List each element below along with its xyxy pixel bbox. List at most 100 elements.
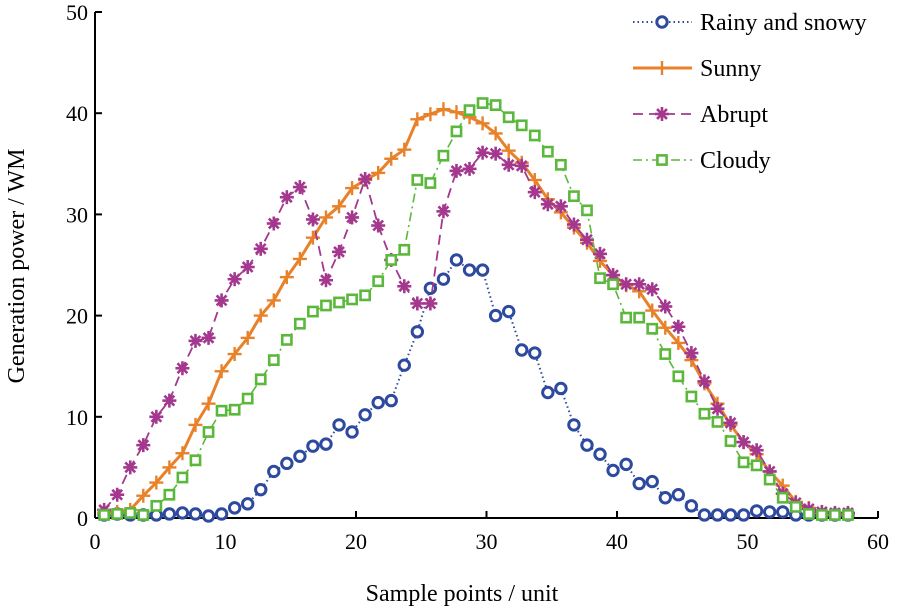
y-tick-label: 10: [66, 405, 88, 430]
data-point: [514, 158, 529, 173]
data-point: [763, 473, 776, 486]
data-point-stroke: [150, 410, 163, 423]
data-point-stroke: [633, 278, 646, 291]
data-point: [436, 204, 451, 219]
legend-item-rainy-and-snowy: Rainy and snowy: [633, 10, 867, 36]
data-point: [292, 180, 307, 195]
legend-label: Abrupt: [700, 102, 768, 128]
data-point: [124, 507, 137, 519]
y-tick-label: 20: [66, 304, 88, 329]
data-point: [201, 396, 216, 411]
legend-label: Rainy and snowy: [700, 10, 867, 36]
data-point: [266, 293, 281, 308]
data-point: [475, 263, 490, 277]
data-point: [110, 487, 125, 502]
data-point: [424, 177, 437, 189]
data-point: [489, 99, 502, 112]
data-point: [202, 426, 215, 438]
x-tick-label: 40: [606, 529, 628, 554]
data-point: [227, 501, 242, 515]
data-point: [579, 232, 594, 247]
x-axis-title: Sample points / unit: [366, 581, 559, 607]
data-point: [253, 241, 268, 256]
data-point: [188, 507, 203, 521]
data-point: [293, 317, 306, 330]
data-point-stroke: [737, 436, 750, 448]
data-point: [619, 277, 634, 292]
data-point-stroke: [124, 461, 137, 474]
data-point: [123, 460, 138, 475]
series-line-abrupt: [103, 151, 848, 514]
data-point: [163, 488, 176, 501]
data-point: [240, 260, 255, 275]
data-point: [345, 425, 359, 439]
data-point: [371, 218, 386, 233]
data-point: [150, 499, 163, 512]
data-point: [254, 482, 268, 497]
data-point: [655, 61, 669, 75]
data-point: [423, 296, 438, 311]
series-rainy-and-snowy: [97, 253, 855, 523]
data-point-stroke: [476, 146, 489, 159]
data-point: [541, 145, 554, 158]
data-point: [371, 165, 386, 180]
data-point: [736, 508, 751, 522]
data-point-stroke: [333, 245, 345, 258]
data-point: [842, 509, 854, 521]
data-point: [567, 418, 581, 432]
data-point: [568, 190, 580, 203]
data-point: [789, 500, 802, 513]
data-point: [527, 172, 542, 187]
data-point: [593, 447, 607, 461]
data-point: [306, 439, 320, 453]
data-point: [345, 210, 360, 225]
data-point: [346, 293, 358, 306]
data-point: [554, 158, 567, 171]
data-point-stroke: [659, 300, 672, 313]
data-point-stroke: [215, 294, 228, 307]
data-point: [201, 330, 216, 345]
data-point: [332, 199, 347, 214]
data-point-stroke: [398, 280, 411, 293]
data-point: [659, 348, 672, 360]
data-point-stroke: [372, 219, 385, 232]
data-point-stroke: [698, 375, 711, 388]
data-point: [266, 216, 281, 231]
data-point: [656, 154, 668, 166]
data-point: [697, 374, 712, 389]
data-point-stroke: [424, 297, 437, 310]
data-point: [606, 463, 620, 478]
data-point: [111, 508, 124, 520]
data-point-stroke: [241, 261, 254, 273]
data-point-stroke: [359, 173, 372, 185]
data-point: [332, 418, 346, 432]
data-point: [684, 499, 699, 513]
data-point: [345, 181, 360, 196]
data-point: [175, 446, 190, 461]
data-point: [815, 509, 828, 521]
data-point: [397, 142, 412, 157]
data-point: [397, 279, 412, 294]
data-point: [176, 471, 189, 484]
data-point: [267, 464, 281, 479]
data-point: [189, 454, 202, 467]
data-point: [201, 509, 216, 523]
data-point: [501, 157, 516, 172]
data-point: [188, 333, 203, 348]
data-point: [658, 491, 672, 505]
data-point: [280, 333, 293, 346]
data-point: [658, 320, 673, 335]
data-point: [672, 370, 685, 383]
data-point-stroke: [254, 242, 267, 255]
data-point: [359, 289, 372, 302]
data-point: [620, 311, 633, 324]
data-point: [280, 456, 294, 471]
data-point: [655, 107, 669, 121]
data-point: [253, 308, 268, 323]
data-point: [724, 435, 737, 447]
data-point-stroke: [307, 213, 319, 226]
data-point: [397, 358, 411, 372]
data-point: [175, 361, 190, 376]
y-tick-label: 0: [77, 506, 88, 531]
